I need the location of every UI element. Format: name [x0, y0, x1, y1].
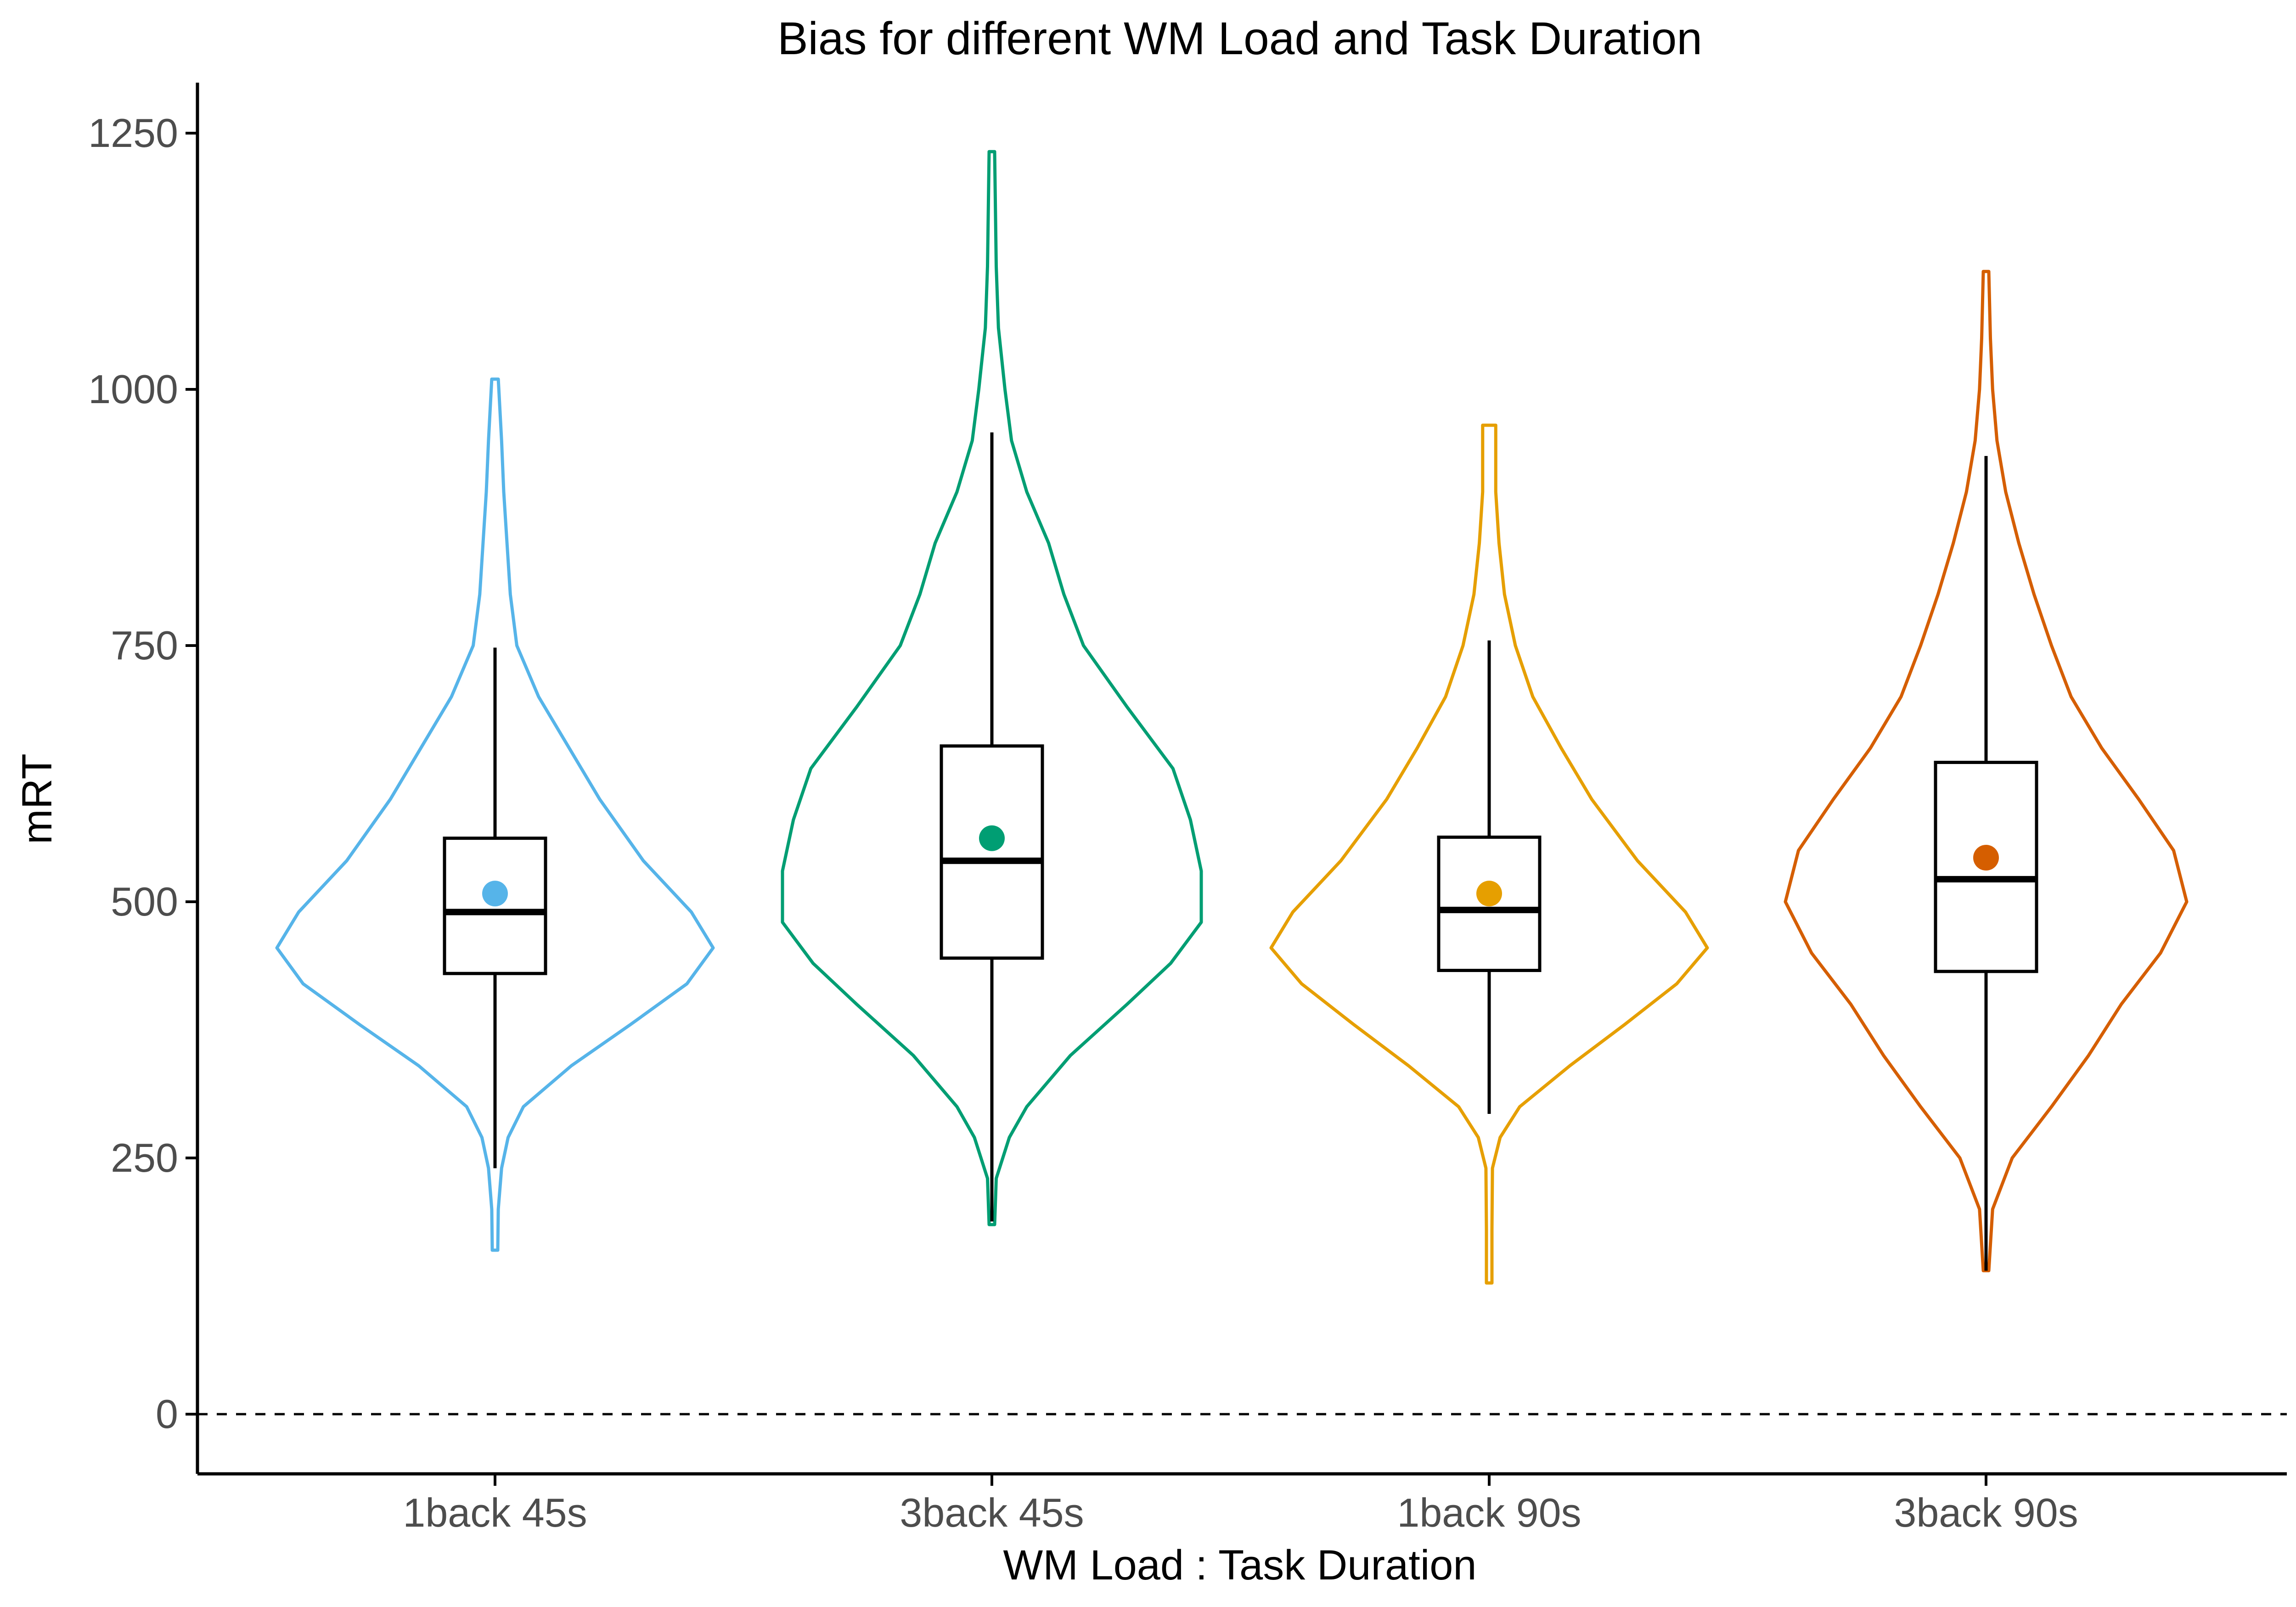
y-axis-title: mRT — [14, 753, 61, 844]
mean-point — [979, 825, 1005, 851]
y-tick-label: 1000 — [88, 366, 178, 412]
plot-area: 0 250 500 750 1000 1250 1back 45s 3back 45s 1bac… — [88, 83, 2287, 1535]
violin-outline — [1784, 270, 2189, 1272]
x-axis-title: WM Load : Task Duration — [1003, 1542, 1476, 1589]
mean-point — [1476, 881, 1502, 907]
box-iqr — [940, 744, 1044, 960]
y-tick-label: 750 — [111, 623, 178, 668]
violin-outline — [781, 150, 1203, 1226]
y-tick-label: 500 — [111, 879, 178, 924]
chart-title: Bias for different WM Load and Task Dura… — [777, 13, 1702, 64]
violin-outline — [1269, 423, 1709, 1285]
mean-point — [482, 881, 508, 907]
y-tick-label: 250 — [111, 1135, 178, 1180]
mean-point — [1973, 845, 1999, 871]
x-tick-label: 1back 90s — [1397, 1490, 1581, 1535]
x-tick-label: 1back 45s — [403, 1490, 587, 1535]
violin-group-3 — [1269, 423, 1709, 1285]
violin-outline — [275, 377, 715, 1252]
violin-group-4 — [1784, 270, 2189, 1272]
y-tick-label: 0 — [156, 1391, 178, 1437]
y-tick-label: 1250 — [88, 110, 178, 156]
x-tick-label: 3back 45s — [900, 1490, 1084, 1535]
x-tick-label: 3back 90s — [1894, 1490, 2078, 1535]
violin-group-2 — [781, 150, 1203, 1226]
violin-group-1 — [275, 377, 715, 1252]
